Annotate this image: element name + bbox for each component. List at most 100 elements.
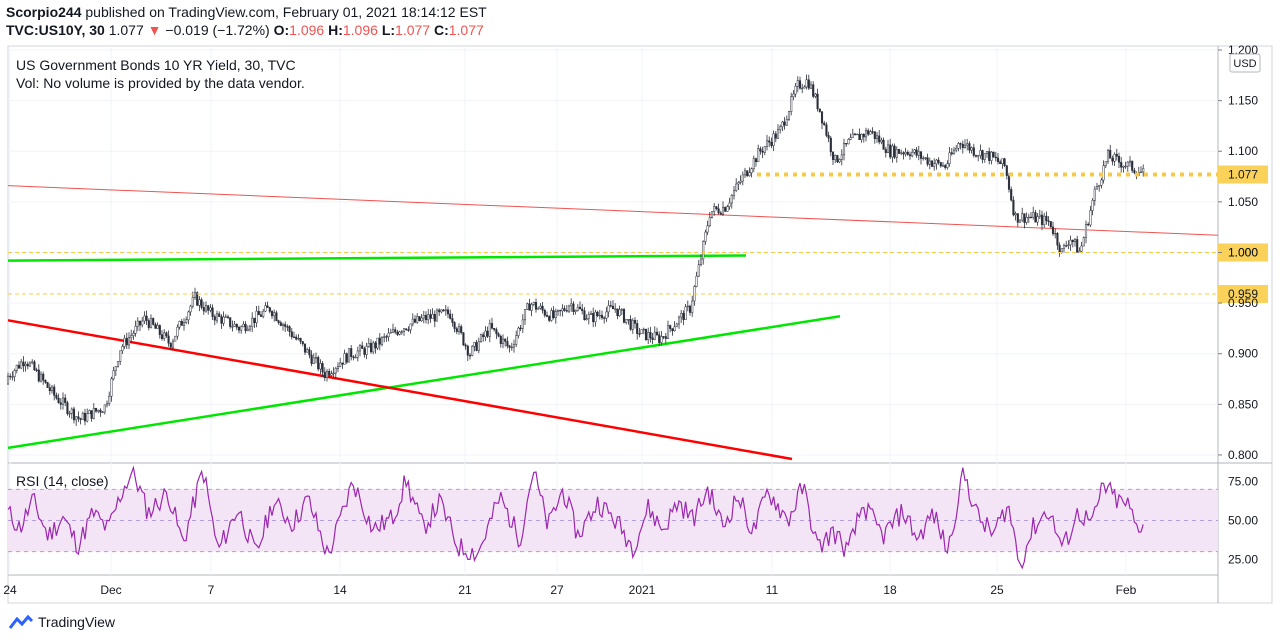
- candle-body: [704, 231, 707, 242]
- candle-body: [629, 319, 632, 330]
- open-label: O:: [273, 22, 290, 38]
- candle-body: [636, 323, 639, 334]
- candle-body: [616, 308, 619, 316]
- x-tick-label: 21: [458, 583, 472, 597]
- symbol-quote-line: TVC:US10Y, 30 1.077 ▼ −0.019 (−1.72%) O:…: [6, 22, 484, 38]
- y-tick-label: 1.150: [1228, 94, 1258, 108]
- candle-body: [468, 355, 472, 357]
- candle-body: [1043, 215, 1046, 225]
- candle-body: [702, 241, 705, 260]
- candle-body: [699, 258, 703, 265]
- candle-body: [867, 130, 870, 135]
- candle-body: [39, 373, 43, 382]
- candle-body: [935, 159, 938, 164]
- candle-body: [1100, 179, 1103, 186]
- candle-body: [847, 139, 850, 145]
- candle-body: [836, 155, 839, 163]
- candle-body: [587, 314, 590, 319]
- candle-body: [281, 324, 285, 326]
- candle-body: [209, 307, 212, 311]
- close-value: 1.077: [448, 22, 484, 38]
- candle-body: [1025, 217, 1028, 223]
- candle-body: [350, 348, 353, 357]
- candle-body: [1122, 165, 1125, 168]
- candle-body: [963, 144, 967, 148]
- candle-body: [796, 80, 799, 87]
- candle-body: [957, 143, 960, 149]
- candle-body: [398, 331, 401, 335]
- candle-body: [156, 325, 159, 329]
- rsi-tick-label: 50.00: [1228, 514, 1258, 528]
- candle-body: [334, 368, 337, 374]
- candle-body: [640, 329, 643, 334]
- candle-body: [171, 340, 175, 348]
- price-axis[interactable]: 0.800 0.850 0.900 0.950 1.000 1.050 1.100 1.150…: [1218, 43, 1258, 566]
- candle-body: [526, 303, 529, 310]
- candle-body: [499, 336, 502, 344]
- candle-body: [1080, 245, 1083, 252]
- author-name[interactable]: Scorpio244: [6, 4, 82, 20]
- x-tick-label: 11: [766, 583, 779, 597]
- candle-body: [809, 84, 813, 89]
- candle-body: [1117, 156, 1121, 163]
- candle-body: [451, 318, 454, 323]
- candle-body: [121, 346, 124, 352]
- trendlines[interactable]: [7, 185, 1219, 461]
- candle-body: [1076, 239, 1079, 253]
- candle-body: [642, 328, 645, 331]
- footer-brand[interactable]: TradingView: [8, 614, 115, 630]
- candle-body: [611, 305, 615, 310]
- candle-body: [457, 326, 461, 332]
- candle-body: [583, 310, 586, 321]
- price-label-box: [1218, 284, 1268, 303]
- candle-body: [1139, 171, 1143, 174]
- candle-body: [116, 361, 120, 367]
- candle-body: [603, 317, 606, 319]
- horizontal-levels[interactable]: 1.077 1.000 0.959: [8, 165, 1268, 303]
- candle-body: [169, 342, 172, 348]
- candle-body: [924, 157, 927, 159]
- candle-body: [244, 323, 247, 331]
- time-axis[interactable]: 24 Dec 7 14 21 27 2021 11 18 25 Feb: [3, 583, 1136, 597]
- candle-body: [840, 154, 843, 160]
- candle-body: [851, 133, 854, 138]
- candle-body: [787, 111, 791, 120]
- candle-body: [979, 150, 982, 156]
- candle-body: [11, 376, 14, 378]
- candle-body: [783, 121, 786, 126]
- candle-body: [726, 206, 729, 212]
- candle-body: [314, 357, 318, 359]
- candle-body: [385, 336, 388, 338]
- candle-body: [519, 327, 522, 330]
- x-tick-label: 25: [990, 583, 1004, 597]
- candle-body: [347, 348, 351, 363]
- candle-body: [1067, 244, 1070, 246]
- candle-body: [460, 326, 463, 333]
- candle-body: [543, 309, 546, 316]
- rsi-line: [7, 465, 1144, 570]
- candle-body: [1131, 160, 1134, 171]
- candle-body: [517, 327, 520, 336]
- candle-body: [559, 309, 562, 312]
- candle-body: [424, 315, 428, 321]
- candle-body: [1051, 226, 1055, 234]
- candle-body: [1082, 237, 1085, 247]
- candle-body: [343, 353, 346, 365]
- candle-body: [378, 337, 381, 345]
- candle-body: [455, 328, 458, 332]
- candle-body: [772, 133, 775, 146]
- price-label-text: 1.000: [1228, 245, 1258, 259]
- candle-body: [807, 79, 810, 89]
- price-label-box: [1218, 243, 1268, 262]
- candle-body: [297, 338, 300, 340]
- candle-body: [1073, 239, 1077, 243]
- candle-body: [1089, 210, 1092, 226]
- candle-body: [508, 345, 511, 348]
- candle-body: [684, 306, 687, 320]
- candle-body: [790, 96, 793, 112]
- candle-body: [1142, 168, 1145, 173]
- candle-body: [554, 311, 557, 318]
- rsi-tick-label: 75.00: [1228, 475, 1258, 489]
- candle-body: [444, 309, 447, 312]
